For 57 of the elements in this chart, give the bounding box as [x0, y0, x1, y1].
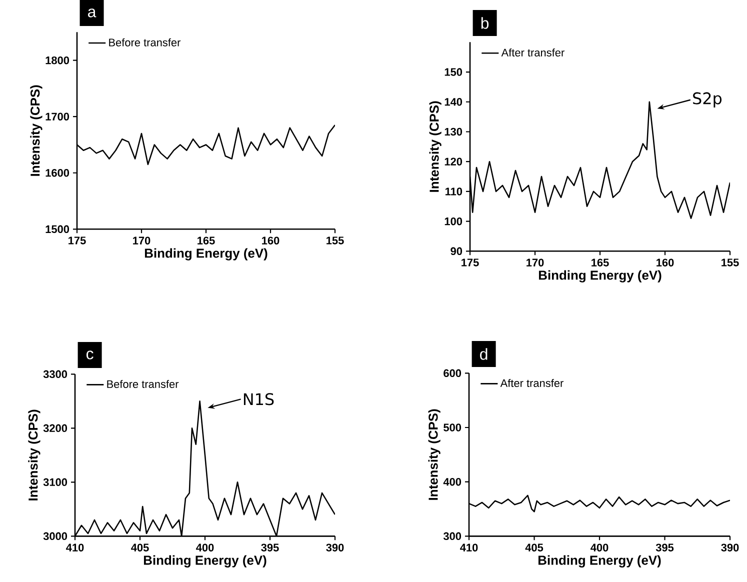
y-tick-label: 300 — [443, 532, 462, 540]
y-tick-label: 100 — [444, 217, 462, 226]
y-tick-label: 150 — [444, 68, 462, 76]
chart-title: c — [86, 350, 94, 360]
chart-title: a — [88, 8, 96, 18]
chart-title: b — [481, 17, 489, 29]
x-tick-label: 175 — [462, 258, 479, 266]
x-tick-label: 160 — [656, 258, 674, 266]
y-tick-label: 3000 — [43, 532, 68, 540]
x-tick-label: 170 — [133, 236, 150, 244]
y-tick-label: 3100 — [43, 478, 68, 486]
y-tick-label: 3200 — [43, 424, 68, 432]
chart-title: d — [480, 348, 488, 360]
x-tick-label: 400 — [196, 544, 214, 552]
x-tick-label: 165 — [198, 236, 215, 244]
x-tick-label: 155 — [326, 236, 344, 244]
x-tick-label: 405 — [525, 544, 544, 552]
y-tick-label: 1700 — [46, 112, 70, 120]
y-tick-label: 3300 — [43, 370, 68, 378]
legend-label: Before transfer — [109, 38, 181, 46]
x-tick-label: 160 — [262, 236, 280, 244]
x-tick-label: 165 — [592, 258, 609, 266]
x-tick-label: 400 — [590, 544, 608, 552]
y-tick-label: 500 — [444, 424, 462, 432]
x-tick-label: 395 — [261, 544, 279, 552]
y-tick-label: 90 — [450, 247, 462, 255]
x-tick-label: 175 — [68, 236, 86, 244]
legend-label: After transfer — [500, 378, 564, 387]
y-axis-title: Intensity (CPS) — [28, 410, 40, 500]
y-axis-title: Intensity (CPS) — [428, 409, 440, 500]
legend-label: Before transfer — [107, 380, 179, 388]
y-axis-title: Intensity (CPS) — [429, 101, 442, 192]
y-tick-label: 110 — [445, 188, 462, 196]
x-tick-label: 410 — [66, 544, 84, 552]
x-tick-label: 405 — [131, 544, 149, 552]
y-tick-label: 130 — [444, 128, 462, 136]
x-tick-label: 390 — [721, 544, 739, 552]
x-axis-title: Binding Energy (eV) — [538, 270, 662, 282]
legend-label: After transfer — [501, 48, 564, 56]
y-axis-title: Intensity (CPS) — [30, 85, 42, 176]
x-axis-title: Binding Energy (eV) — [538, 555, 661, 568]
y-tick-label: 1800 — [46, 56, 70, 64]
y-tick-label: 120 — [444, 158, 462, 166]
y-tick-label: 600 — [444, 369, 462, 377]
y-tick-label: 1500 — [46, 225, 70, 233]
y-tick-label: 400 — [443, 478, 462, 486]
x-axis-title: Binding Energy (eV) — [144, 248, 268, 260]
annotation: S2p — [693, 92, 722, 108]
annotation: N1S — [244, 393, 274, 406]
x-axis-title: Binding Energy (eV) — [144, 555, 266, 568]
x-tick-label: 390 — [326, 544, 344, 552]
y-tick-label: 1600 — [46, 168, 70, 177]
x-tick-label: 155 — [722, 258, 739, 266]
x-tick-label: 410 — [460, 544, 478, 552]
y-tick-label: 140 — [444, 98, 462, 106]
x-tick-label: 395 — [656, 544, 674, 552]
x-tick-label: 170 — [526, 258, 544, 266]
